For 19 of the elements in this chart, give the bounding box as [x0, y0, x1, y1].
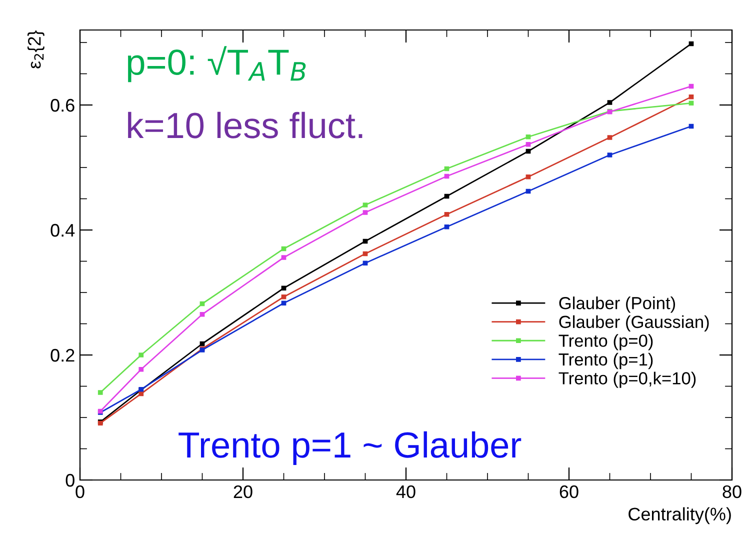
legend-label: Glauber (Point): [559, 296, 676, 313]
legend-label: Trento (p=0): [558, 334, 653, 350]
y-tick-label: 0: [66, 474, 74, 487]
y-tick-label: 0.6: [50, 98, 74, 112]
annotation: k=10 less fluct.: [128, 112, 362, 138]
legend-label: Trento (p=1): [558, 352, 653, 370]
legend-label: Trento (p=0,k=10): [558, 372, 696, 388]
x-tick-label: 20: [234, 485, 252, 498]
y-axis-title: ε$_{2}${2}: [28, 30, 44, 68]
x-tick-label: 40: [396, 485, 416, 498]
y-tick-label: 0.4: [50, 224, 75, 237]
x-axis-title: Centrality(%): [628, 507, 731, 524]
annotation: Trento p=1 ~ Glauber: [178, 431, 522, 465]
y-tick-label: 0.2: [50, 348, 74, 362]
x-tick-label: 0: [76, 485, 84, 498]
legend-label: Glauber (Gaussian): [559, 315, 709, 332]
x-tick-label: 60: [560, 485, 578, 498]
annotation: p=0: √T$_{A}$T$_{B}$: [128, 46, 306, 82]
x-tick-label: 80: [722, 485, 742, 498]
